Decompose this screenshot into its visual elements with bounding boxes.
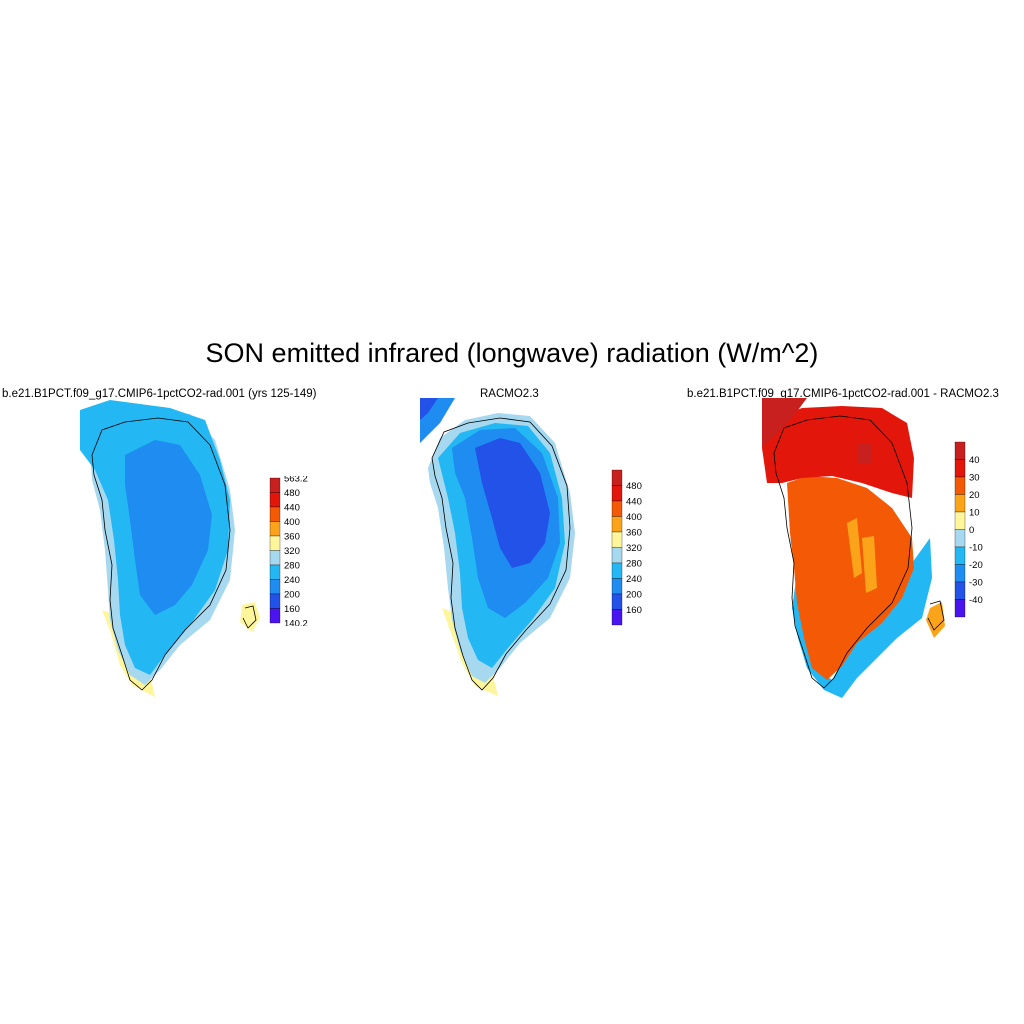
- colorbar-1-label: 563.2: [284, 476, 308, 485]
- panel-2-map: [420, 398, 575, 696]
- zone-red: [762, 406, 914, 498]
- colorbar-1-label: 440: [284, 503, 300, 514]
- zone-east-fringe: [926, 602, 945, 638]
- colorbar-3-label: 10: [969, 508, 980, 519]
- colorbar-1-boxes: [269, 477, 281, 624]
- panel-2-title: RACMO2.3: [480, 388, 539, 400]
- colorbar-1-label: 240: [284, 575, 300, 586]
- zone-dark-red-2: [857, 443, 872, 463]
- colorbar-1-box: [269, 521, 281, 537]
- colorbar-1-box: [269, 535, 281, 551]
- colorbar-2-box: [611, 609, 623, 626]
- panel-3-coastline: [773, 415, 913, 689]
- colorbar-1-box: [269, 492, 281, 508]
- colorbar-2-box: [611, 531, 623, 548]
- colorbar-2-box: [611, 593, 623, 610]
- colorbar-2-box: [611, 500, 623, 517]
- colorbar-1-label: 320: [284, 546, 300, 557]
- panel-1-map: [80, 400, 260, 697]
- colorbar-1-box: [269, 593, 281, 609]
- colorbar-3-label: -40: [969, 595, 983, 606]
- colorbar-2-box: [611, 469, 623, 486]
- colorbar-2-labels: 480 440 400 360 320 280 240 200 160: [626, 481, 642, 616]
- panel-3-title: b.e21.B1PCT.f09_g17.CMIP6-1pctCO2-rad.00…: [687, 388, 999, 400]
- colorbar-1-box: [269, 477, 281, 493]
- colorbar-1-box: [269, 608, 281, 624]
- colorbar-3-box: [954, 476, 966, 495]
- colorbar-3-label: 40: [969, 455, 980, 466]
- zone-blue: [125, 440, 212, 615]
- colorbar-3-label: 0: [969, 525, 974, 536]
- zone-darkblue: [475, 438, 550, 568]
- zone-fringe-blue: [790, 538, 932, 698]
- panel-3-island: [927, 600, 945, 631]
- zone-corner-blue-dark: [420, 398, 438, 420]
- colorbar-3-label: -10: [969, 543, 983, 554]
- colorbar-3-box: [954, 441, 966, 460]
- colorbar-1-label: 160: [284, 604, 300, 615]
- colorbar-2-label: 440: [626, 497, 642, 508]
- figure-title: SON emitted infrared (longwave) radiatio…: [205, 338, 819, 368]
- panel-1-field: [80, 400, 260, 697]
- zone-east-yellow: [240, 602, 260, 632]
- panel-3-field: [762, 398, 945, 698]
- colorbar-2-box: [611, 516, 623, 533]
- colorbar-3-box: [954, 511, 966, 530]
- colorbar-3-box: [954, 599, 966, 618]
- colorbar-3-box: [954, 546, 966, 565]
- colorbar-3-box: [954, 494, 966, 513]
- colorbar-2-label: 480: [626, 481, 642, 492]
- colorbar-3-box: [954, 459, 966, 478]
- colorbar-1-label: 200: [284, 590, 300, 601]
- zone-orange: [787, 476, 914, 680]
- colorbar-3-labels: 40 30 20 10 0 -10 -20 -30 -40: [969, 455, 983, 606]
- colorbar-3-label: 30: [969, 473, 980, 484]
- colorbar-3-label: -30: [969, 578, 983, 589]
- colorbar-1-box: [269, 564, 281, 580]
- colorbar-2-label: 280: [626, 559, 642, 570]
- colorbar-1-label: 140.2: [284, 619, 308, 627]
- panel-2-field: [420, 398, 575, 696]
- colorbar-2-box: [611, 578, 623, 595]
- colorbar-2-box: [611, 547, 623, 564]
- colorbar-3-box: [954, 581, 966, 600]
- colorbar-1-box: [269, 579, 281, 595]
- colorbar-2-label: 200: [626, 590, 642, 601]
- panel-1-title: b.e21.B1PCT.f09_g17.CMIP6-1pctCO2-rad.00…: [2, 388, 317, 400]
- colorbar-2-label: 320: [626, 543, 642, 554]
- colorbar-1-label: 400: [284, 517, 300, 528]
- panel-1-island: [242, 605, 257, 629]
- colorbar-1-box: [269, 550, 281, 566]
- colorbar-2-box: [611, 485, 623, 502]
- panel-3-colorbar: 40 30 20 10 0 -10 -20 -30 -40: [954, 441, 983, 618]
- colorbar-1-box: [269, 506, 281, 522]
- colorbar-2-label: 360: [626, 528, 642, 539]
- colorbar-3-boxes: [954, 441, 966, 618]
- panel-3-map: [762, 398, 945, 698]
- panel-2-colorbar: 480 440 400 360 320 280 240 200 160: [611, 469, 642, 626]
- colorbar-1-label: 280: [284, 561, 300, 572]
- colorbar-1-label: 480: [284, 488, 300, 499]
- colorbar-1-labels: 563.2 480 440 400 360 320 280 240 200 160 140.2: [284, 476, 308, 626]
- colorbar-3-label: -20: [969, 560, 983, 571]
- zone-gold-2: [862, 536, 877, 593]
- zone-gold-1: [847, 518, 862, 578]
- colorbar-2-label: 400: [626, 512, 642, 523]
- panel-1-coastline: [91, 417, 231, 691]
- colorbar-2-boxes: [611, 469, 623, 626]
- colorbar-2-box: [611, 562, 623, 579]
- zone-dark-red: [762, 398, 807, 448]
- panel-1-colorbar: 563.2 480 440 400 360 320 280 240 200 160 140.2: [269, 476, 308, 626]
- colorbar-3-label: 20: [969, 490, 980, 501]
- colorbar-3-box: [954, 564, 966, 583]
- colorbar-3-box: [954, 529, 966, 548]
- colorbar-2-label: 160: [626, 605, 642, 616]
- panel-2-coastline: [431, 417, 571, 691]
- colorbar-2-label: 240: [626, 574, 642, 585]
- colorbar-1-label: 360: [284, 532, 300, 543]
